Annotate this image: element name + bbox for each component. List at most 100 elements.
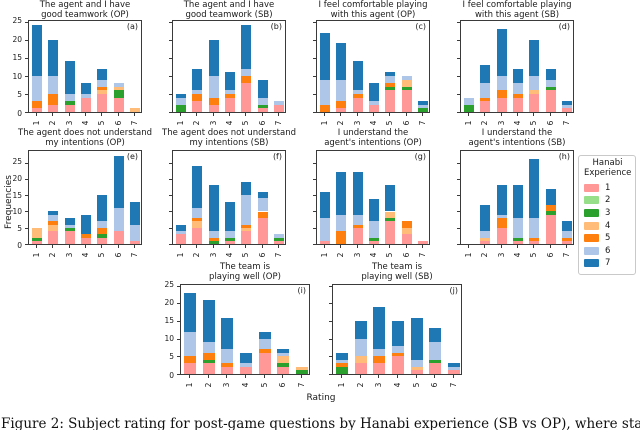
segment-exp-6	[513, 218, 523, 238]
xtick-label-3: 3	[373, 382, 383, 388]
ytick-label-20: 20	[12, 34, 22, 44]
segment-exp-5	[97, 227, 108, 235]
segment-exp-1	[561, 108, 572, 112]
subplot-d-bar-6	[545, 21, 556, 112]
segment-exp-1	[545, 214, 556, 244]
ytick-mark	[313, 112, 316, 113]
segment-exp-1	[392, 356, 404, 374]
segment-exp-3	[277, 363, 290, 367]
subplot-f-plot: (f)	[169, 150, 286, 245]
ytick-mark	[25, 112, 28, 113]
subplot-f-bar-5	[241, 151, 252, 244]
subplot-g-bar-1	[320, 151, 331, 244]
xtick-label-1: 1	[319, 252, 329, 258]
xtick-mark	[359, 375, 361, 378]
xtick-label-4: 4	[368, 252, 378, 258]
legend-swatch-6	[584, 246, 599, 255]
xtick-mark	[517, 113, 518, 116]
ytick-label-20: 20	[164, 298, 174, 308]
xtick-label-1: 1	[31, 252, 41, 258]
xtick-mark	[52, 245, 54, 248]
subplot-d-bar-2	[480, 21, 491, 112]
segment-exp-7	[336, 352, 349, 360]
segment-exp-7	[192, 165, 203, 209]
xtick-label-4: 4	[80, 252, 90, 258]
segment-exp-1	[192, 101, 203, 112]
subplot-c-bar-3	[352, 21, 363, 112]
segment-exp-7	[32, 25, 43, 76]
segment-exp-6	[48, 75, 59, 94]
segment-exp-7	[97, 195, 108, 222]
legend-entry-3: 3	[584, 207, 631, 220]
segment-exp-1	[258, 352, 271, 374]
segment-exp-6	[221, 349, 234, 364]
segment-exp-4	[113, 86, 124, 91]
segment-exp-4	[529, 90, 540, 94]
segment-exp-6	[464, 97, 475, 105]
segment-exp-7	[373, 306, 386, 350]
segment-exp-6	[176, 231, 187, 235]
subplot-g-bar-2	[336, 151, 347, 244]
ytick-mark	[177, 321, 180, 323]
ytick-mark	[177, 338, 180, 340]
segment-exp-3	[202, 359, 215, 364]
subplot-h-bar-3	[496, 151, 507, 244]
subplot-g-bar-5	[385, 151, 396, 244]
segment-exp-5	[336, 231, 347, 244]
subplot-b-bar-7	[273, 21, 284, 112]
subplot-j-bar-1	[336, 285, 349, 374]
segment-exp-3	[273, 237, 284, 241]
segment-exp-7	[176, 224, 187, 231]
xtick-label-5: 5	[259, 382, 269, 388]
ytick-mark	[169, 178, 172, 180]
ytick-mark	[313, 162, 316, 164]
xtick-mark	[101, 113, 103, 116]
ytick-mark	[457, 211, 460, 213]
xtick-mark	[500, 245, 502, 248]
subplot-c-bar-4	[369, 21, 379, 112]
panel-letter-a: (a)	[126, 22, 138, 31]
xtick-label-6: 6	[545, 252, 555, 258]
segment-exp-1	[97, 93, 108, 112]
subplot-f-title: The agent does not understand my intenti…	[162, 128, 296, 148]
segment-exp-3	[225, 237, 235, 241]
ytick-label-5: 5	[17, 90, 22, 100]
segment-exp-4	[480, 237, 491, 241]
segment-exp-7	[352, 172, 363, 215]
segment-exp-5	[48, 221, 59, 225]
xtick-label-3: 3	[208, 252, 218, 258]
segment-exp-7	[208, 185, 219, 231]
panel-letter-d: (d)	[558, 22, 570, 31]
segment-exp-6	[32, 75, 43, 102]
segment-exp-1	[257, 108, 268, 112]
segment-exp-3	[32, 237, 43, 241]
segment-exp-6	[496, 214, 507, 218]
xtick-mark	[452, 375, 454, 378]
subplot-i-bar-7	[295, 285, 308, 374]
segment-exp-4	[192, 221, 203, 228]
segment-exp-1	[529, 93, 540, 112]
segment-exp-7	[184, 292, 197, 332]
segment-exp-6	[496, 75, 507, 91]
segment-exp-6	[192, 208, 203, 218]
xtick-mark	[277, 113, 279, 116]
segment-exp-5	[202, 352, 215, 360]
ytick-label-0: 0	[17, 240, 22, 250]
xtick-label-2: 2	[335, 252, 345, 258]
xtick-mark	[189, 375, 191, 378]
segment-exp-3	[385, 218, 396, 222]
panel-letter-g: (g)	[414, 152, 426, 161]
subplot-b-bar-4	[225, 21, 235, 112]
xtick-mark	[533, 245, 535, 248]
segment-exp-1	[277, 366, 290, 374]
xtick-mark	[196, 113, 198, 116]
panel-letter-f: (f)	[272, 152, 282, 161]
ytick-mark	[313, 75, 316, 77]
segment-exp-6	[369, 221, 379, 238]
segment-exp-5	[336, 101, 347, 109]
ytick-mark	[313, 93, 316, 95]
segment-exp-7	[48, 39, 59, 76]
segment-exp-6	[561, 231, 572, 238]
segment-exp-3	[336, 366, 349, 374]
